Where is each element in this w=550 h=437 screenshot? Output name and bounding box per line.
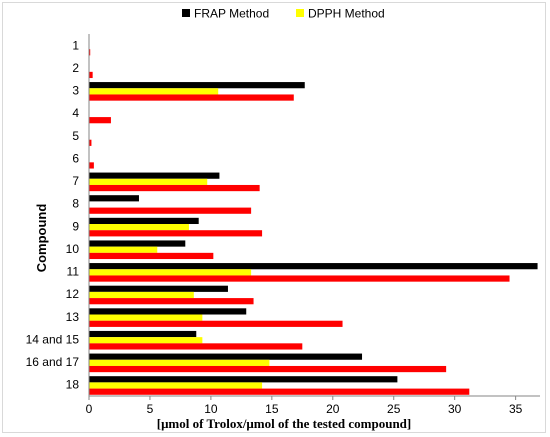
category-label: 5 xyxy=(72,129,79,143)
bar-1-12 xyxy=(89,285,228,292)
category-label: 7 xyxy=(72,174,79,188)
bar-2-16-and-17 xyxy=(89,359,270,366)
bar-3-1 xyxy=(89,49,91,56)
category-label: 16 and 17 xyxy=(26,355,80,369)
y-axis-label: Compound xyxy=(34,204,49,273)
category-label: 2 xyxy=(72,61,79,75)
plot-area xyxy=(89,49,538,395)
bar-3-18 xyxy=(89,388,470,395)
bar-3-10 xyxy=(89,252,214,260)
bar-1-16-and-17 xyxy=(89,353,363,360)
bar-2-11 xyxy=(89,269,252,276)
legend-swatch xyxy=(296,9,304,17)
bar-1-13 xyxy=(89,308,247,315)
x-tick-label: 30 xyxy=(448,402,462,416)
x-axis-label: [μmol of Trolox/μmol of the tested compo… xyxy=(157,416,412,431)
category-label: 10 xyxy=(66,242,80,256)
bar-3-7 xyxy=(89,184,260,192)
bar-1-18 xyxy=(89,376,398,383)
bar-1-10 xyxy=(89,240,186,247)
bar-2-13 xyxy=(89,314,203,321)
bar-2-18 xyxy=(89,382,263,389)
bar-1-9 xyxy=(89,217,199,225)
bar-1-7 xyxy=(89,172,220,179)
category-label: 4 xyxy=(72,106,79,120)
legend-label: DPPH Method xyxy=(308,7,385,21)
bar-2-7 xyxy=(89,178,208,185)
category-label: 1 xyxy=(72,38,79,52)
x-tick-label: 35 xyxy=(509,402,523,416)
bar-3-4 xyxy=(89,117,111,124)
category-label: 18 xyxy=(66,378,80,392)
x-tick-label: 0 xyxy=(86,402,93,416)
x-tick-label: 20 xyxy=(326,402,340,416)
bar-3-5 xyxy=(89,139,92,146)
bar-3-12 xyxy=(89,298,254,305)
bar-3-16-and-17 xyxy=(89,365,447,373)
bar-3-9 xyxy=(89,230,263,237)
bar-1-8 xyxy=(89,195,139,202)
category-label: 9 xyxy=(72,219,79,233)
category-label: 3 xyxy=(72,84,79,98)
bar-2-12 xyxy=(89,291,194,299)
bar-2-3 xyxy=(89,88,219,95)
bar-1-3 xyxy=(89,82,305,89)
category-label: 11 xyxy=(67,265,80,279)
x-tick-label: 10 xyxy=(204,402,218,416)
legend-label: FRAP Method xyxy=(194,7,269,21)
x-tick-label: 25 xyxy=(387,402,401,416)
x-tick-label: 15 xyxy=(265,402,279,416)
x-tick-label: 5 xyxy=(147,402,154,416)
bar-2-10 xyxy=(89,246,158,253)
category-label: 14 and 15 xyxy=(26,332,80,346)
category-label: 12 xyxy=(66,287,80,301)
bar-3-3 xyxy=(89,94,294,101)
category-label: 6 xyxy=(72,151,79,165)
bar-3-14-and-15 xyxy=(89,343,303,350)
bar-2-9 xyxy=(89,224,189,231)
bar-3-6 xyxy=(89,162,94,169)
bar-3-2 xyxy=(89,71,93,79)
bar-1-11 xyxy=(89,263,538,270)
bar-3-13 xyxy=(89,320,343,327)
bar-1-14-and-15 xyxy=(89,330,197,338)
bar-2-14-and-15 xyxy=(89,337,203,344)
category-label: 8 xyxy=(72,197,79,211)
bar-3-8 xyxy=(89,207,252,214)
category-label: 13 xyxy=(66,310,80,324)
bar-3-11 xyxy=(89,275,510,282)
x-axis: 0 5 10 15 20 25 30 35 xyxy=(86,395,540,416)
legend: FRAP Method DPPH Method xyxy=(182,7,385,21)
legend-swatch xyxy=(182,9,190,17)
